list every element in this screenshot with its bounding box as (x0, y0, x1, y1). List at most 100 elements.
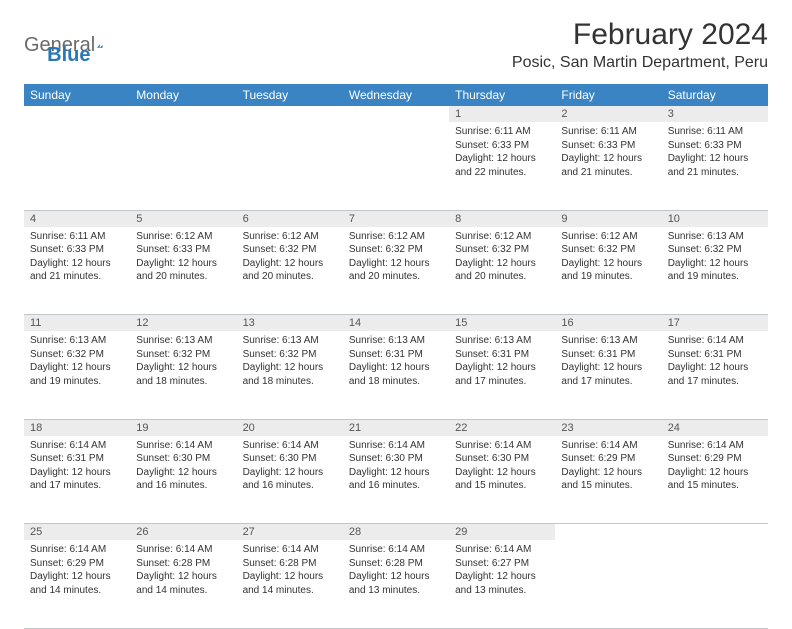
day-number-cell (130, 106, 236, 122)
month-title: February 2024 (512, 18, 768, 52)
day-number-cell: 28 (343, 524, 449, 541)
day-cell: Sunrise: 6:13 AMSunset: 6:31 PMDaylight:… (449, 331, 555, 419)
day-number-cell (555, 524, 661, 541)
day-number-row: 11121314151617 (24, 315, 768, 332)
day-cell: Sunrise: 6:13 AMSunset: 6:32 PMDaylight:… (237, 331, 343, 419)
day-details: Sunrise: 6:11 AMSunset: 6:33 PMDaylight:… (662, 122, 768, 185)
day-cell (237, 122, 343, 210)
day-number-cell: 4 (24, 210, 130, 227)
day-number-cell: 23 (555, 419, 661, 436)
day-details: Sunrise: 6:14 AMSunset: 6:28 PMDaylight:… (343, 540, 449, 603)
day-header: Saturday (662, 84, 768, 106)
day-number-cell: 11 (24, 315, 130, 332)
day-cell (24, 122, 130, 210)
day-cell: Sunrise: 6:14 AMSunset: 6:27 PMDaylight:… (449, 540, 555, 628)
day-header: Wednesday (343, 84, 449, 106)
day-number-cell: 8 (449, 210, 555, 227)
day-cell: Sunrise: 6:13 AMSunset: 6:31 PMDaylight:… (555, 331, 661, 419)
day-number-cell: 26 (130, 524, 236, 541)
day-cell: Sunrise: 6:14 AMSunset: 6:28 PMDaylight:… (237, 540, 343, 628)
day-number-cell: 21 (343, 419, 449, 436)
header: General Blue February 2024 Posic, San Ma… (24, 18, 768, 78)
day-number-cell (343, 106, 449, 122)
day-content-row: Sunrise: 6:11 AMSunset: 6:33 PMDaylight:… (24, 227, 768, 315)
day-number-cell: 27 (237, 524, 343, 541)
day-cell: Sunrise: 6:11 AMSunset: 6:33 PMDaylight:… (449, 122, 555, 210)
day-details: Sunrise: 6:12 AMSunset: 6:32 PMDaylight:… (343, 227, 449, 290)
day-cell: Sunrise: 6:11 AMSunset: 6:33 PMDaylight:… (24, 227, 130, 315)
day-cell (662, 540, 768, 628)
day-cell: Sunrise: 6:13 AMSunset: 6:31 PMDaylight:… (343, 331, 449, 419)
day-cell: Sunrise: 6:14 AMSunset: 6:28 PMDaylight:… (343, 540, 449, 628)
calendar-body: 123Sunrise: 6:11 AMSunset: 6:33 PMDaylig… (24, 106, 768, 628)
day-details: Sunrise: 6:13 AMSunset: 6:31 PMDaylight:… (343, 331, 449, 394)
day-content-row: Sunrise: 6:14 AMSunset: 6:31 PMDaylight:… (24, 436, 768, 524)
day-content-row: Sunrise: 6:11 AMSunset: 6:33 PMDaylight:… (24, 122, 768, 210)
day-details: Sunrise: 6:14 AMSunset: 6:28 PMDaylight:… (130, 540, 236, 603)
day-content-row: Sunrise: 6:14 AMSunset: 6:29 PMDaylight:… (24, 540, 768, 628)
day-details: Sunrise: 6:13 AMSunset: 6:32 PMDaylight:… (24, 331, 130, 394)
day-header: Thursday (449, 84, 555, 106)
day-cell: Sunrise: 6:12 AMSunset: 6:32 PMDaylight:… (237, 227, 343, 315)
day-number-cell: 24 (662, 419, 768, 436)
day-number-cell: 25 (24, 524, 130, 541)
day-number-cell: 9 (555, 210, 661, 227)
day-details: Sunrise: 6:13 AMSunset: 6:32 PMDaylight:… (130, 331, 236, 394)
day-number-row: 2526272829 (24, 524, 768, 541)
day-content-row: Sunrise: 6:13 AMSunset: 6:32 PMDaylight:… (24, 331, 768, 419)
day-cell: Sunrise: 6:11 AMSunset: 6:33 PMDaylight:… (555, 122, 661, 210)
day-details: Sunrise: 6:14 AMSunset: 6:30 PMDaylight:… (449, 436, 555, 499)
day-cell: Sunrise: 6:13 AMSunset: 6:32 PMDaylight:… (24, 331, 130, 419)
day-number-cell: 3 (662, 106, 768, 122)
day-details: Sunrise: 6:11 AMSunset: 6:33 PMDaylight:… (555, 122, 661, 185)
day-cell: Sunrise: 6:11 AMSunset: 6:33 PMDaylight:… (662, 122, 768, 210)
day-details: Sunrise: 6:14 AMSunset: 6:30 PMDaylight:… (343, 436, 449, 499)
day-number-row: 123 (24, 106, 768, 122)
day-cell: Sunrise: 6:13 AMSunset: 6:32 PMDaylight:… (662, 227, 768, 315)
day-number-cell: 29 (449, 524, 555, 541)
day-number-cell: 12 (130, 315, 236, 332)
day-number-row: 45678910 (24, 210, 768, 227)
logo-sail-icon (97, 39, 102, 53)
day-cell: Sunrise: 6:14 AMSunset: 6:29 PMDaylight:… (555, 436, 661, 524)
day-cell: Sunrise: 6:12 AMSunset: 6:32 PMDaylight:… (343, 227, 449, 315)
logo-text-blue: Blue (47, 44, 90, 67)
day-number-cell (662, 524, 768, 541)
day-details: Sunrise: 6:11 AMSunset: 6:33 PMDaylight:… (449, 122, 555, 185)
title-block: February 2024 Posic, San Martin Departme… (512, 18, 768, 78)
day-details: Sunrise: 6:14 AMSunset: 6:31 PMDaylight:… (662, 331, 768, 394)
day-cell: Sunrise: 6:14 AMSunset: 6:30 PMDaylight:… (237, 436, 343, 524)
day-header: Sunday (24, 84, 130, 106)
day-cell: Sunrise: 6:14 AMSunset: 6:29 PMDaylight:… (662, 436, 768, 524)
day-header: Friday (555, 84, 661, 106)
day-details: Sunrise: 6:14 AMSunset: 6:27 PMDaylight:… (449, 540, 555, 603)
day-cell (555, 540, 661, 628)
day-cell: Sunrise: 6:12 AMSunset: 6:32 PMDaylight:… (449, 227, 555, 315)
day-header: Tuesday (237, 84, 343, 106)
day-cell: Sunrise: 6:12 AMSunset: 6:32 PMDaylight:… (555, 227, 661, 315)
day-number-cell (237, 106, 343, 122)
day-details: Sunrise: 6:11 AMSunset: 6:33 PMDaylight:… (24, 227, 130, 290)
day-details: Sunrise: 6:14 AMSunset: 6:28 PMDaylight:… (237, 540, 343, 603)
day-number-cell: 5 (130, 210, 236, 227)
day-cell: Sunrise: 6:13 AMSunset: 6:32 PMDaylight:… (130, 331, 236, 419)
day-number-cell: 15 (449, 315, 555, 332)
location: Posic, San Martin Department, Peru (512, 54, 768, 72)
day-cell: Sunrise: 6:14 AMSunset: 6:31 PMDaylight:… (662, 331, 768, 419)
day-number-cell: 16 (555, 315, 661, 332)
day-details: Sunrise: 6:13 AMSunset: 6:31 PMDaylight:… (449, 331, 555, 394)
day-details: Sunrise: 6:12 AMSunset: 6:32 PMDaylight:… (555, 227, 661, 290)
day-header: Monday (130, 84, 236, 106)
day-number-cell: 22 (449, 419, 555, 436)
day-details: Sunrise: 6:13 AMSunset: 6:32 PMDaylight:… (237, 331, 343, 394)
calendar-table: Sunday Monday Tuesday Wednesday Thursday… (24, 84, 768, 629)
day-number-row: 18192021222324 (24, 419, 768, 436)
day-details: Sunrise: 6:13 AMSunset: 6:32 PMDaylight:… (662, 227, 768, 290)
day-number-cell: 14 (343, 315, 449, 332)
day-details: Sunrise: 6:14 AMSunset: 6:30 PMDaylight:… (130, 436, 236, 499)
day-number-cell: 20 (237, 419, 343, 436)
day-cell: Sunrise: 6:12 AMSunset: 6:33 PMDaylight:… (130, 227, 236, 315)
day-cell (343, 122, 449, 210)
day-details: Sunrise: 6:14 AMSunset: 6:29 PMDaylight:… (24, 540, 130, 603)
day-number-cell: 19 (130, 419, 236, 436)
